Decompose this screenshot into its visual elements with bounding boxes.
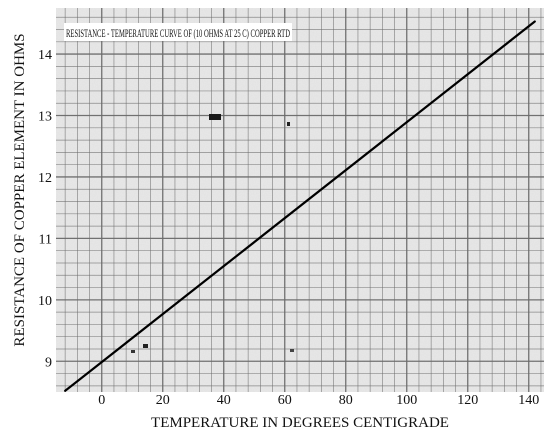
y-tick-label: 9 (45, 355, 52, 370)
grid-major (56, 8, 544, 392)
x-tick-labels: 0 20 40 60 80 100 120 140 (98, 393, 539, 408)
x-tick-label: 140 (518, 393, 539, 408)
paper-texture (56, 8, 544, 392)
x-tick-label: 60 (278, 393, 292, 408)
x-tick-label: 40 (217, 393, 231, 408)
x-tick-label: 120 (457, 393, 478, 408)
x-tick-label: 20 (156, 393, 170, 408)
y-tick-label: 10 (38, 294, 52, 309)
chart-title: RESISTANCE - TEMPERATURE CURVE OF (10 OH… (66, 28, 290, 40)
series-line-0 (64, 20, 536, 392)
paper-specks (131, 114, 294, 353)
x-tick-label: 0 (98, 393, 105, 408)
grid-minor (56, 8, 544, 392)
series-layer (64, 20, 536, 392)
y-tick-label: 13 (38, 110, 52, 125)
y-tick-label: 14 (38, 48, 52, 63)
y-tick-label: 11 (39, 232, 52, 247)
y-tick-label: 12 (38, 171, 52, 186)
x-tick-label: 80 (339, 393, 353, 408)
title-box: RESISTANCE - TEMPERATURE CURVE OF (10 OH… (64, 23, 292, 41)
x-axis-title: TEMPERATURE IN DEGREES CENTIGRADE (151, 415, 449, 431)
y-axis-title: RESISTANCE OF COPPER ELEMENT IN OHMS (12, 33, 28, 346)
x-tick-label: 100 (396, 393, 417, 408)
y-tick-labels: 9 10 11 12 13 14 (38, 48, 52, 370)
